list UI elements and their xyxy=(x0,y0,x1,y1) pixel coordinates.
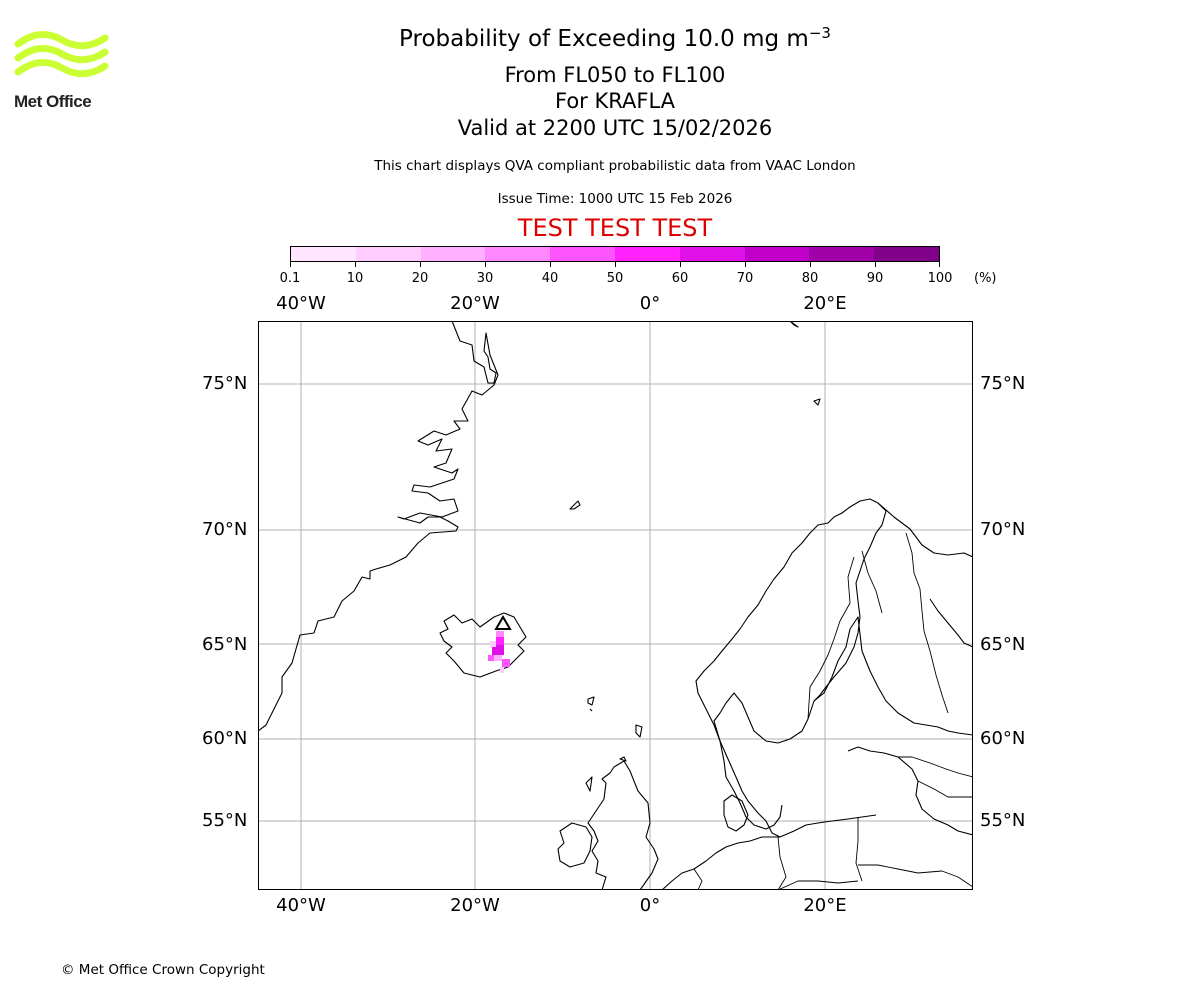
border-poland-east xyxy=(855,817,863,882)
lat-label-left: 65°N xyxy=(202,634,248,655)
coastline-svalbard xyxy=(789,321,799,328)
lat-label-right: 55°N xyxy=(980,810,1026,831)
ash-cell xyxy=(496,631,504,637)
coastline-scandinavia xyxy=(695,498,887,838)
border-south-east xyxy=(858,864,973,888)
lat-label-right: 70°N xyxy=(980,519,1026,540)
colorbar-segment-3 xyxy=(485,247,551,261)
chart-description: This chart displays QVA compliant probab… xyxy=(374,158,856,174)
issue-time: Issue Time: 1000 UTC 15 Feb 2026 xyxy=(497,191,733,207)
colorbar-segment-5 xyxy=(614,247,680,261)
coastline-jan-mayen xyxy=(569,500,581,510)
ash-cell xyxy=(490,641,496,647)
coastline-hebrides xyxy=(585,776,593,792)
coastline-baltics xyxy=(847,746,973,836)
colorbar-label: 90 xyxy=(866,271,884,286)
coastline-finland xyxy=(877,502,973,558)
colorbar-unit: (%) xyxy=(974,271,997,286)
lon-label-bottom: 20°W xyxy=(450,895,500,916)
colorbar-segment-1 xyxy=(355,247,421,261)
coastline-faroe xyxy=(587,696,595,706)
coastline-shetland xyxy=(635,724,643,738)
lat-label-left: 60°N xyxy=(202,728,248,749)
colorbar-label: 10 xyxy=(346,271,364,286)
border-germany-poland xyxy=(777,836,787,890)
ash-cell xyxy=(492,645,504,655)
colorbar-label: 0.1 xyxy=(279,271,301,286)
border-finland-russia xyxy=(905,532,949,714)
colorbar-label: 30 xyxy=(476,271,494,286)
valid-time: Valid at 2200 UTC 15/02/2026 xyxy=(457,116,773,140)
lon-label-bottom: 0° xyxy=(639,895,661,916)
colorbar-segment-6 xyxy=(679,247,745,261)
coastline-orkney xyxy=(619,756,627,762)
title-exponent: −3 xyxy=(808,24,831,42)
colorbar-label: 40 xyxy=(541,271,559,286)
lon-label-top: 40°W xyxy=(276,293,326,314)
coastline-ireland xyxy=(557,822,593,868)
ash-cell xyxy=(502,659,510,667)
colorbar-segment-7 xyxy=(744,247,810,261)
map-panel xyxy=(258,321,973,890)
coastline-gulf-of-bothnia xyxy=(813,616,973,736)
ash-cell xyxy=(500,667,504,673)
lon-label-top: 20°W xyxy=(450,293,500,314)
border-east xyxy=(917,780,973,798)
map-border xyxy=(258,321,973,890)
colorbar-segment-9 xyxy=(874,247,939,261)
lat-label-left: 70°N xyxy=(202,519,248,540)
test-banner: TEST TEST TEST xyxy=(517,214,713,242)
lat-label-left: 55°N xyxy=(202,810,248,831)
colorbar-label: 70 xyxy=(736,271,754,286)
colorbar-segment-4 xyxy=(550,247,615,261)
colorbar-label: 100 xyxy=(927,271,953,286)
border-sweden-finland xyxy=(861,550,883,614)
coastline-iceland xyxy=(439,612,527,678)
coastline-greenland xyxy=(258,321,499,732)
coastline-bear-island xyxy=(813,398,821,406)
colorbar-label: 20 xyxy=(411,271,429,286)
lat-label-left: 75°N xyxy=(202,373,248,394)
logo-text: Met Office xyxy=(14,92,92,111)
ash-cell xyxy=(494,655,502,661)
colorbar-segment-0 xyxy=(291,247,356,261)
colorbar-label: 50 xyxy=(606,271,624,286)
border-netherlands xyxy=(693,868,703,890)
border-norway-sweden xyxy=(807,556,855,720)
chart-title: Probability of Exceeding 10.0 mg m−3 xyxy=(0,24,1200,52)
coastline-faroe-2 xyxy=(589,708,593,712)
probability-colorbar xyxy=(290,246,940,262)
ash-probability-plume xyxy=(488,631,510,673)
lon-label-top: 20°E xyxy=(803,293,847,314)
colorbar-segment-2 xyxy=(420,247,486,261)
flight-level-range: From FL050 to FL100 xyxy=(504,63,726,87)
gridlines xyxy=(258,321,973,890)
chart-title-text: Probability of Exceeding 10.0 mg m xyxy=(399,26,809,52)
border-baltics xyxy=(898,756,973,778)
coastline-kola xyxy=(929,598,973,648)
volcano-name: For KRAFLA xyxy=(555,89,675,113)
ash-cell xyxy=(488,655,494,661)
copyright-notice: © Met Office Crown Copyright xyxy=(61,962,265,978)
colorbar-segment-8 xyxy=(809,247,875,261)
lon-label-bottom: 20°E xyxy=(803,895,847,916)
border-germany-czech xyxy=(777,880,859,890)
lon-label-top: 0° xyxy=(639,293,661,314)
lat-label-right: 75°N xyxy=(980,373,1026,394)
lon-label-bottom: 40°W xyxy=(276,895,326,916)
coastline-great-britain xyxy=(587,760,659,890)
ash-cell xyxy=(496,637,504,645)
colorbar-label: 60 xyxy=(671,271,689,286)
met-office-logo-icon xyxy=(14,31,109,78)
volcano-triangle-icon xyxy=(494,615,512,630)
lat-label-right: 65°N xyxy=(980,634,1026,655)
coastline-denmark xyxy=(723,794,749,832)
coastline-norway-south xyxy=(701,700,783,830)
colorbar-label: 80 xyxy=(801,271,819,286)
coastline-europe xyxy=(661,814,877,890)
lat-label-right: 60°N xyxy=(980,728,1026,749)
